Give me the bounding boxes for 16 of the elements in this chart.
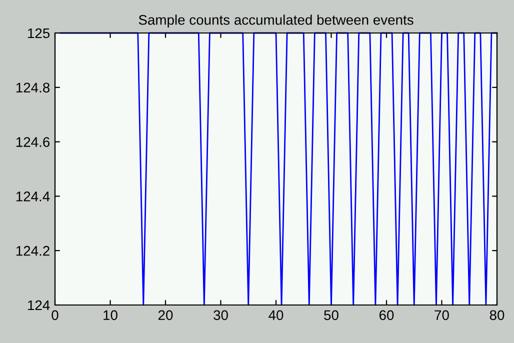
x-tick-label: 0 <box>52 310 58 320</box>
y-tick-label: 124.4 <box>16 192 50 202</box>
y-tick-label: 124.2 <box>16 246 50 256</box>
x-tick-label: 20 <box>158 310 173 320</box>
x-tick-label: 50 <box>324 310 338 320</box>
x-tick-label: 10 <box>104 310 118 320</box>
x-tick-label: 70 <box>434 310 449 320</box>
x-tick-label: 40 <box>268 310 284 320</box>
x-tick-label: 80 <box>490 310 504 320</box>
x-tick-label: 60 <box>379 310 394 320</box>
y-tick-label: 125 <box>28 28 50 38</box>
y-tick-label: 124 <box>28 300 50 310</box>
y-tick-label: 124.8 <box>16 82 50 93</box>
x-tick-label: 30 <box>214 310 228 320</box>
chart-title: Sample counts accumulated between events <box>138 14 414 28</box>
y-tick-label: 124.6 <box>16 137 50 147</box>
